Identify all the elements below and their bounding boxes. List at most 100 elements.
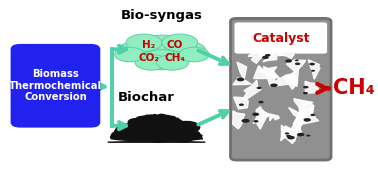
Circle shape: [174, 121, 200, 134]
Circle shape: [140, 124, 167, 137]
Circle shape: [126, 34, 162, 51]
Circle shape: [297, 133, 304, 136]
Circle shape: [287, 136, 295, 139]
Polygon shape: [237, 62, 246, 80]
Polygon shape: [248, 47, 266, 63]
Text: Bio-syngas: Bio-syngas: [121, 9, 203, 22]
Circle shape: [270, 83, 278, 87]
Circle shape: [127, 122, 141, 129]
Polygon shape: [290, 118, 302, 136]
Polygon shape: [257, 42, 277, 59]
Circle shape: [311, 70, 315, 72]
Polygon shape: [258, 67, 280, 79]
Text: Catalyst: Catalyst: [252, 32, 310, 44]
Polygon shape: [293, 110, 305, 130]
Polygon shape: [299, 100, 313, 116]
Circle shape: [285, 132, 289, 135]
Circle shape: [149, 120, 161, 126]
Circle shape: [242, 119, 249, 123]
Circle shape: [127, 118, 144, 126]
Circle shape: [303, 92, 308, 94]
Text: CH₄: CH₄: [333, 78, 375, 98]
Circle shape: [294, 47, 300, 50]
Circle shape: [162, 128, 177, 135]
Circle shape: [295, 59, 299, 61]
Polygon shape: [263, 51, 280, 62]
Circle shape: [144, 126, 160, 134]
Polygon shape: [253, 109, 268, 129]
Text: Biochar: Biochar: [117, 91, 174, 104]
Polygon shape: [263, 66, 276, 86]
Polygon shape: [108, 114, 205, 142]
Circle shape: [268, 50, 275, 53]
Polygon shape: [286, 66, 299, 86]
Circle shape: [285, 59, 292, 63]
Polygon shape: [233, 111, 245, 129]
Circle shape: [306, 135, 310, 137]
Polygon shape: [256, 107, 269, 122]
Circle shape: [133, 123, 151, 131]
Circle shape: [141, 50, 183, 70]
Circle shape: [133, 35, 191, 64]
Circle shape: [146, 131, 172, 143]
FancyBboxPatch shape: [231, 18, 331, 160]
Circle shape: [136, 122, 153, 131]
Polygon shape: [273, 74, 297, 86]
Circle shape: [169, 130, 195, 143]
Text: CO₂: CO₂: [138, 53, 159, 63]
Circle shape: [156, 122, 166, 127]
Text: CO: CO: [167, 40, 183, 50]
Circle shape: [309, 63, 315, 65]
Polygon shape: [305, 81, 319, 93]
Circle shape: [286, 135, 291, 137]
Circle shape: [162, 129, 185, 140]
Polygon shape: [287, 59, 306, 72]
Circle shape: [237, 78, 245, 81]
Circle shape: [257, 87, 262, 89]
Circle shape: [162, 34, 198, 51]
Circle shape: [139, 131, 149, 136]
Circle shape: [115, 47, 145, 62]
Circle shape: [239, 103, 244, 106]
Polygon shape: [285, 77, 298, 89]
Circle shape: [295, 62, 300, 65]
Circle shape: [310, 114, 315, 116]
Circle shape: [120, 132, 131, 138]
Polygon shape: [265, 113, 279, 121]
Circle shape: [181, 122, 189, 126]
Circle shape: [155, 124, 172, 132]
Polygon shape: [281, 126, 293, 141]
FancyBboxPatch shape: [12, 45, 99, 127]
Polygon shape: [233, 78, 251, 85]
Polygon shape: [281, 126, 299, 141]
Circle shape: [144, 124, 169, 136]
Polygon shape: [281, 125, 298, 144]
Polygon shape: [308, 60, 320, 79]
Polygon shape: [299, 105, 319, 124]
Circle shape: [265, 54, 271, 57]
Circle shape: [179, 47, 209, 62]
Circle shape: [153, 128, 163, 133]
Text: Biomass
Thermochemical
Conversion: Biomass Thermochemical Conversion: [9, 69, 102, 102]
Circle shape: [253, 120, 259, 122]
Polygon shape: [288, 107, 309, 122]
Polygon shape: [277, 54, 294, 59]
Polygon shape: [243, 80, 261, 100]
Circle shape: [156, 55, 189, 70]
Circle shape: [304, 118, 311, 122]
Circle shape: [262, 56, 269, 59]
Circle shape: [149, 134, 160, 139]
Circle shape: [308, 42, 314, 45]
Circle shape: [149, 124, 167, 133]
Text: H₂: H₂: [142, 40, 155, 50]
Circle shape: [166, 127, 188, 138]
Circle shape: [123, 128, 143, 137]
Circle shape: [252, 113, 259, 116]
Circle shape: [118, 41, 160, 61]
Circle shape: [166, 120, 182, 128]
Circle shape: [259, 101, 264, 103]
Polygon shape: [254, 66, 272, 79]
Circle shape: [244, 44, 250, 47]
Circle shape: [135, 55, 167, 70]
FancyBboxPatch shape: [234, 22, 327, 54]
